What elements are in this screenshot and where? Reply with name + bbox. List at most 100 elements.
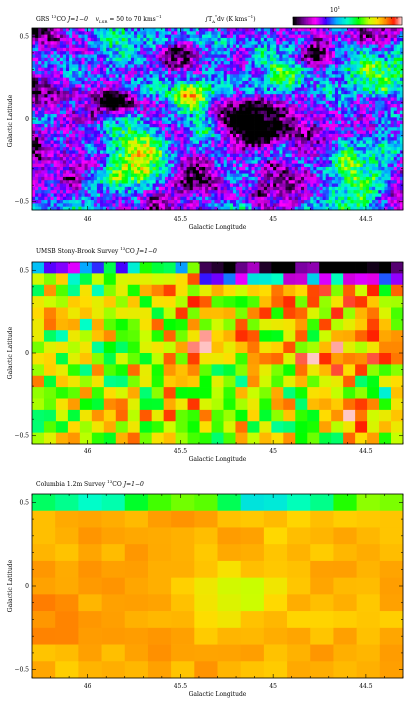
heatmap-cell	[251, 123, 255, 128]
heatmap-cell	[248, 71, 252, 75]
heatmap-cell	[118, 123, 123, 128]
heatmap-cell	[81, 28, 85, 32]
heatmap-cell	[353, 143, 357, 148]
heatmap-cell	[331, 117, 336, 122]
heatmap-cell	[198, 140, 203, 145]
heatmap-cell	[130, 133, 135, 138]
heatmap-cell	[124, 77, 129, 82]
heatmap-cell	[143, 37, 147, 42]
heatmap-cell	[158, 140, 163, 145]
heatmap-cell	[372, 31, 376, 35]
heatmap-cell	[276, 127, 280, 131]
heatmap-cell	[158, 147, 163, 151]
heatmap-cell	[53, 157, 58, 161]
heatmap-cell	[325, 87, 330, 92]
heatmap-cell	[208, 130, 212, 135]
heatmap-cell	[273, 153, 277, 158]
heatmap-cell	[263, 57, 268, 62]
heatmap-cell	[313, 104, 317, 108]
heatmap-cell	[50, 114, 54, 118]
heatmap-cell	[118, 94, 123, 98]
heatmap-cell	[365, 110, 370, 115]
heatmap-cell	[399, 94, 404, 98]
heatmap-cell	[270, 34, 274, 39]
heatmap-cell	[35, 127, 39, 131]
heatmap-cell	[75, 163, 79, 168]
heatmap-cell	[390, 127, 395, 131]
heatmap-cell	[143, 107, 147, 112]
heatmap-cell	[81, 44, 85, 49]
heatmap-cell	[291, 130, 296, 135]
heatmap-cell	[118, 41, 123, 45]
heatmap-cell	[69, 153, 73, 158]
heatmap-cell	[87, 51, 92, 55]
heatmap-cell	[130, 61, 135, 65]
heatmap-cell	[260, 41, 265, 45]
heatmap-cell	[87, 140, 92, 145]
heatmap-cell	[72, 104, 76, 108]
heatmap-cell	[59, 137, 64, 141]
heatmap-cell	[100, 80, 104, 85]
heatmap-cell	[341, 147, 345, 151]
heatmap-cell	[180, 120, 184, 125]
heatmap-cell	[69, 51, 73, 55]
heatmap-cell	[100, 123, 104, 128]
heatmap-cell	[232, 31, 237, 35]
heatmap-cell	[183, 157, 187, 161]
heatmap-cell	[236, 57, 240, 62]
heatmap-cell	[248, 37, 252, 42]
heatmap-cell	[350, 84, 354, 88]
heatmap-cell	[134, 114, 138, 118]
heatmap-cell	[174, 51, 178, 55]
heatmap-cell	[223, 77, 228, 82]
heatmap-cell	[279, 100, 283, 105]
heatmap-cell	[270, 143, 274, 148]
heatmap-cell	[149, 61, 153, 65]
heatmap-cell	[242, 110, 246, 115]
heatmap-cell	[288, 150, 293, 155]
heatmap-cell	[316, 160, 320, 165]
heatmap-cell	[362, 140, 367, 145]
heatmap-cell	[205, 143, 209, 148]
heatmap-cell	[304, 104, 308, 108]
heatmap-cell	[276, 28, 280, 32]
heatmap-cell	[198, 153, 203, 158]
heatmap-cell	[115, 104, 119, 108]
heatmap-cell	[112, 130, 116, 135]
heatmap-cell	[134, 87, 138, 92]
heatmap-cell	[180, 110, 184, 115]
heatmap-cell	[38, 31, 42, 35]
heatmap-cell	[177, 160, 181, 165]
heatmap-cell	[378, 104, 382, 108]
heatmap-cell	[236, 107, 240, 112]
heatmap-cell	[118, 110, 123, 115]
heatmap-cell	[251, 137, 255, 141]
heatmap-cell	[127, 31, 132, 35]
heatmap-cell	[276, 80, 280, 85]
heatmap-cell	[362, 41, 367, 45]
heatmap-cell	[229, 120, 234, 125]
heatmap-cell	[59, 127, 64, 131]
heatmap-cell	[127, 28, 132, 32]
heatmap-cell	[226, 147, 231, 151]
heatmap-cell	[310, 84, 314, 88]
heatmap-cell	[338, 157, 342, 161]
heatmap-cell	[362, 47, 367, 52]
heatmap-cell	[285, 130, 289, 135]
heatmap-cell	[56, 80, 61, 85]
heatmap-cell	[84, 150, 88, 155]
heatmap-cell	[66, 51, 70, 55]
heatmap-cell	[84, 110, 88, 115]
heatmap-cell	[164, 51, 169, 55]
heatmap-cell	[248, 41, 252, 45]
heatmap-cell	[143, 54, 147, 59]
heatmap-cell	[75, 87, 79, 92]
heatmap-cell	[90, 34, 95, 39]
heatmap-cell	[112, 153, 116, 158]
heatmap-cell	[109, 51, 113, 55]
heatmap-cell	[279, 54, 283, 59]
heatmap-cell	[96, 150, 101, 155]
heatmap-cell	[344, 67, 348, 72]
heatmap-cell	[66, 37, 70, 42]
heatmap-cell	[248, 157, 252, 161]
